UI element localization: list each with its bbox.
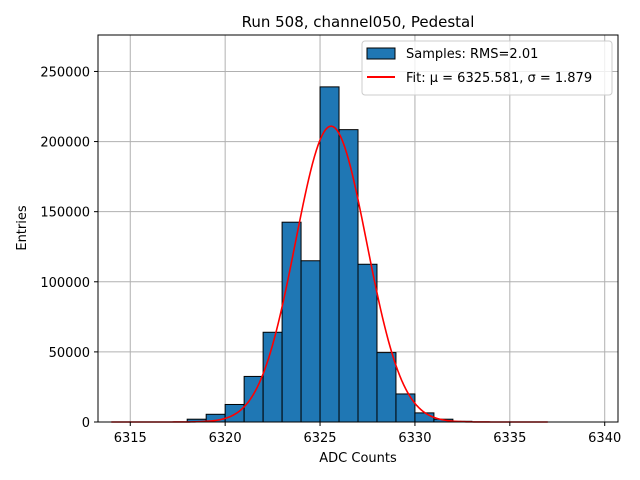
y-tick-label: 100000 [40,276,90,291]
y-axis: 0 50000 100000 150000 200000 250000 [40,65,98,431]
x-tick-label: 6315 [114,431,147,446]
histogram-bar [319,86,340,423]
y-tick-label: 200000 [40,136,90,151]
plot-frame [97,34,619,423]
x-tick-label: 6325 [303,431,336,446]
histogram-bar [300,260,321,423]
x-axis-label: ADC Counts [319,451,397,466]
legend-swatch-samples [366,47,396,60]
x-tick-label: 6320 [209,431,242,446]
histogram-bar [357,263,378,423]
x-tick-label: 6330 [398,431,431,446]
y-tick-label: 150000 [40,206,90,221]
legend: Samples: RMS=2.01 Fit: μ = 6325.581, σ =… [361,40,613,96]
x-tick-label: 6335 [493,431,526,446]
y-tick-label: 50000 [49,346,90,361]
y-axis-label: Entries [15,205,30,251]
x-axis: 6315 6320 6325 6330 6335 6340 [114,422,621,446]
legend-box [361,40,613,96]
histogram-bar [243,375,264,423]
histogram-bar [281,221,302,423]
legend-label-samples: Samples: RMS=2.01 [406,47,538,62]
y-tick-label: 250000 [40,65,90,80]
histogram-bar [395,393,416,423]
histogram-bar [376,352,397,423]
histogram-bar [338,129,359,423]
x-tick-label: 6340 [588,431,621,446]
histogram-bar [414,412,435,423]
legend-label-fit: Fit: μ = 6325.581, σ = 1.879 [406,71,592,86]
histogram-bars [186,86,473,423]
y-tick-label: 0 [82,416,90,431]
chart-title: Run 508, channel050, Pedestal [242,13,475,31]
histogram-bar [224,403,245,423]
